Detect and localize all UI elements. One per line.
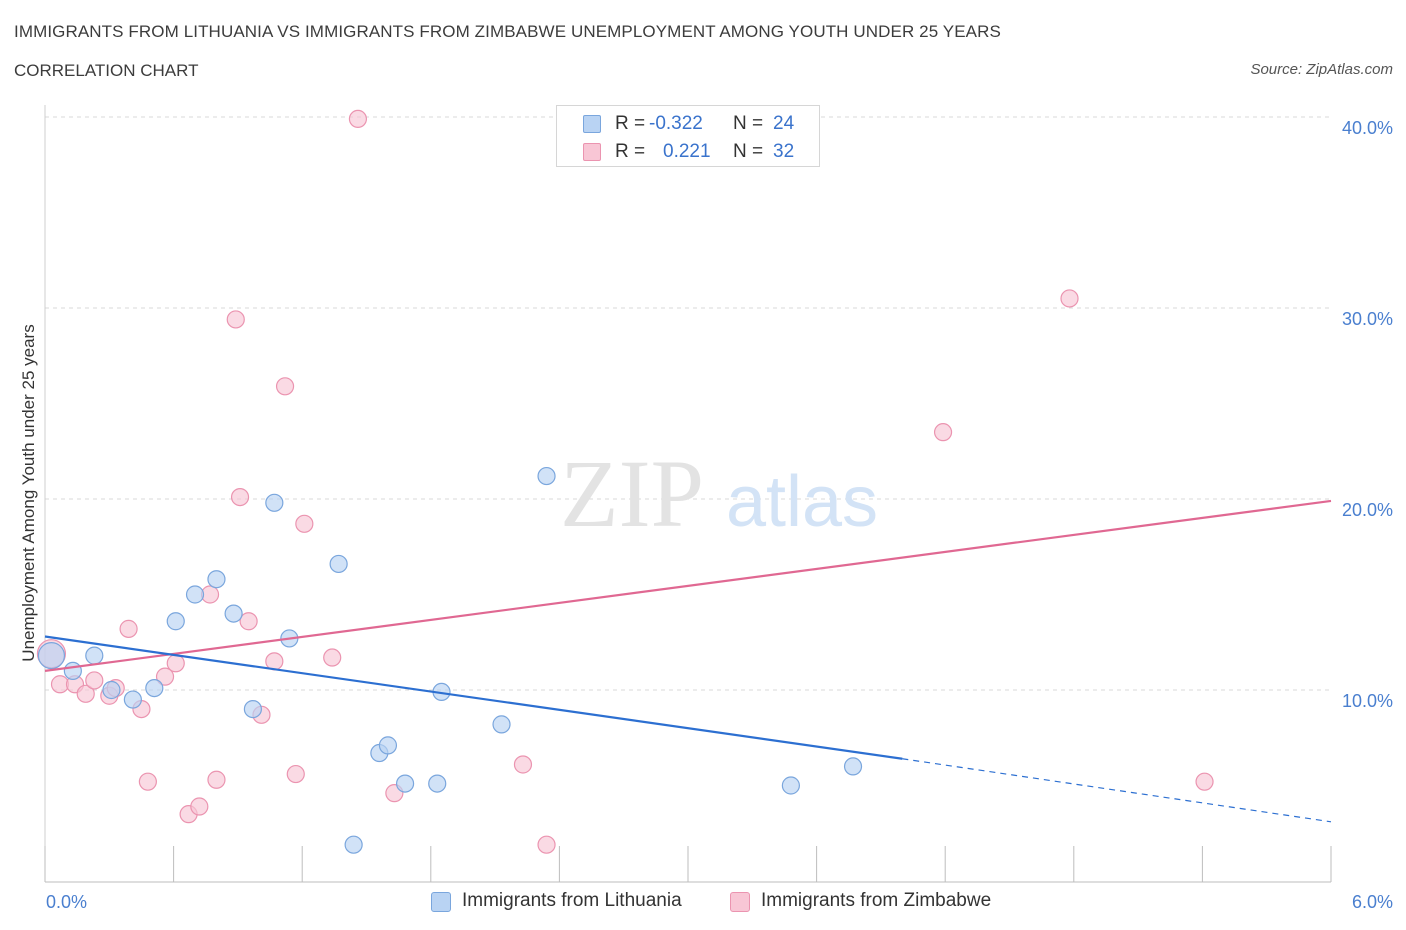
y-tick-labels: 10.0% 20.0% 30.0% 40.0%: [1342, 118, 1393, 711]
legend-n-label: N =: [733, 113, 764, 134]
lithuania-point: [344, 835, 363, 854]
zimbabwe-point: [1195, 772, 1214, 791]
lithuania-point: [265, 493, 284, 512]
lithuania-point: [102, 680, 121, 700]
lithuania-point: [63, 661, 82, 681]
series-lithuania: [37, 466, 863, 854]
lithuania-point: [224, 604, 243, 623]
correlation-legend: R = -0.322 N = 24 R = 0.221 N = 32: [556, 105, 820, 167]
zimbabwe-point: [286, 764, 305, 784]
y-axis-label: Unemployment Among Youth under 25 years: [19, 324, 38, 661]
zimbabwe-point: [933, 423, 953, 442]
zimbabwe-point: [207, 770, 226, 789]
zimbabwe-point: [190, 797, 209, 816]
bottom-legend-label-lithuania: Immigrants from Lithuania: [462, 890, 682, 911]
lithuania-point: [537, 466, 556, 486]
legend-swatch-zimbabwe: [583, 143, 601, 161]
lithuania-point: [123, 690, 142, 709]
lithuania-point: [243, 699, 263, 719]
trend-lines: [44, 499, 1332, 823]
zimbabwe-point: [295, 514, 314, 533]
lithuania-point: [85, 646, 104, 665]
zimbabwe-trend-line: [44, 499, 1332, 672]
bottom-legend-label-zimbabwe: Immigrants from Zimbabwe: [761, 890, 992, 911]
legend-n-value-zimbabwe: 32: [773, 141, 795, 162]
y-tick-label: 40.0%: [1342, 118, 1393, 138]
bottom-legend-swatch-zimbabwe: [730, 892, 750, 912]
lithuania-trend-extension: [902, 758, 1332, 823]
zimbabwe-point: [138, 772, 157, 791]
lithuania-trend-line: [44, 635, 903, 760]
zimbabwe-point: [513, 755, 533, 774]
zimbabwe-point: [537, 835, 556, 854]
chart-title: IMMIGRANTS FROM LITHUANIA VS IMMIGRANTS …: [14, 22, 1001, 41]
zimbabwe-point: [85, 671, 104, 690]
zimbabwe-point: [1060, 289, 1079, 308]
zimbabwe-point: [119, 619, 138, 638]
y-tick-label: 30.0%: [1342, 309, 1393, 329]
lithuania-point: [781, 776, 800, 795]
zimbabwe-point: [230, 487, 250, 507]
lithuania-point: [166, 612, 185, 631]
legend-r-label: R =: [615, 141, 646, 162]
y-tick-label: 20.0%: [1342, 500, 1393, 520]
legend-r-value-lithuania: -0.322: [649, 113, 703, 134]
lithuania-point: [378, 736, 398, 755]
lithuania-point: [37, 642, 66, 670]
legend-r-label: R =: [615, 113, 646, 134]
lithuania-point: [843, 757, 863, 776]
zimbabwe-point: [323, 648, 342, 667]
zimbabwe-point: [275, 377, 295, 396]
y-tick-label: 10.0%: [1342, 691, 1393, 711]
lithuania-point: [185, 585, 205, 604]
legend-n-value-lithuania: 24: [773, 113, 795, 134]
lithuania-point: [428, 774, 447, 793]
zimbabwe-point: [155, 667, 175, 686]
legend-swatch-lithuania: [583, 115, 601, 133]
legend-r-value-zimbabwe: 0.221: [663, 141, 711, 162]
axes: [44, 105, 1332, 883]
lithuania-point: [145, 678, 164, 698]
zimbabwe-point: [166, 654, 185, 673]
watermark-atlas: atlas: [726, 462, 878, 542]
x-tick-label: 6.0%: [1352, 892, 1393, 912]
grid-lines: [45, 116, 1331, 691]
legend-n-label: N =: [733, 141, 764, 162]
zimbabwe-point: [348, 109, 368, 129]
lithuania-point: [329, 554, 348, 574]
zimbabwe-point: [76, 684, 95, 703]
x-tick-label: 0.0%: [46, 892, 87, 912]
lithuania-point: [492, 715, 511, 734]
source-credit: Source: ZipAtlas.com: [1250, 61, 1393, 78]
lithuania-point: [207, 570, 226, 589]
chart-subtitle: CORRELATION CHART: [14, 61, 199, 80]
lithuania-point: [395, 774, 415, 793]
x-tick-labels: 0.0% 6.0%: [46, 892, 1393, 912]
zimbabwe-point: [239, 612, 258, 631]
zimbabwe-point: [226, 310, 245, 329]
watermark-zip: ZIP: [560, 440, 704, 547]
bottom-legend-swatch-lithuania: [431, 892, 451, 912]
watermark: ZIP atlas: [560, 440, 878, 547]
